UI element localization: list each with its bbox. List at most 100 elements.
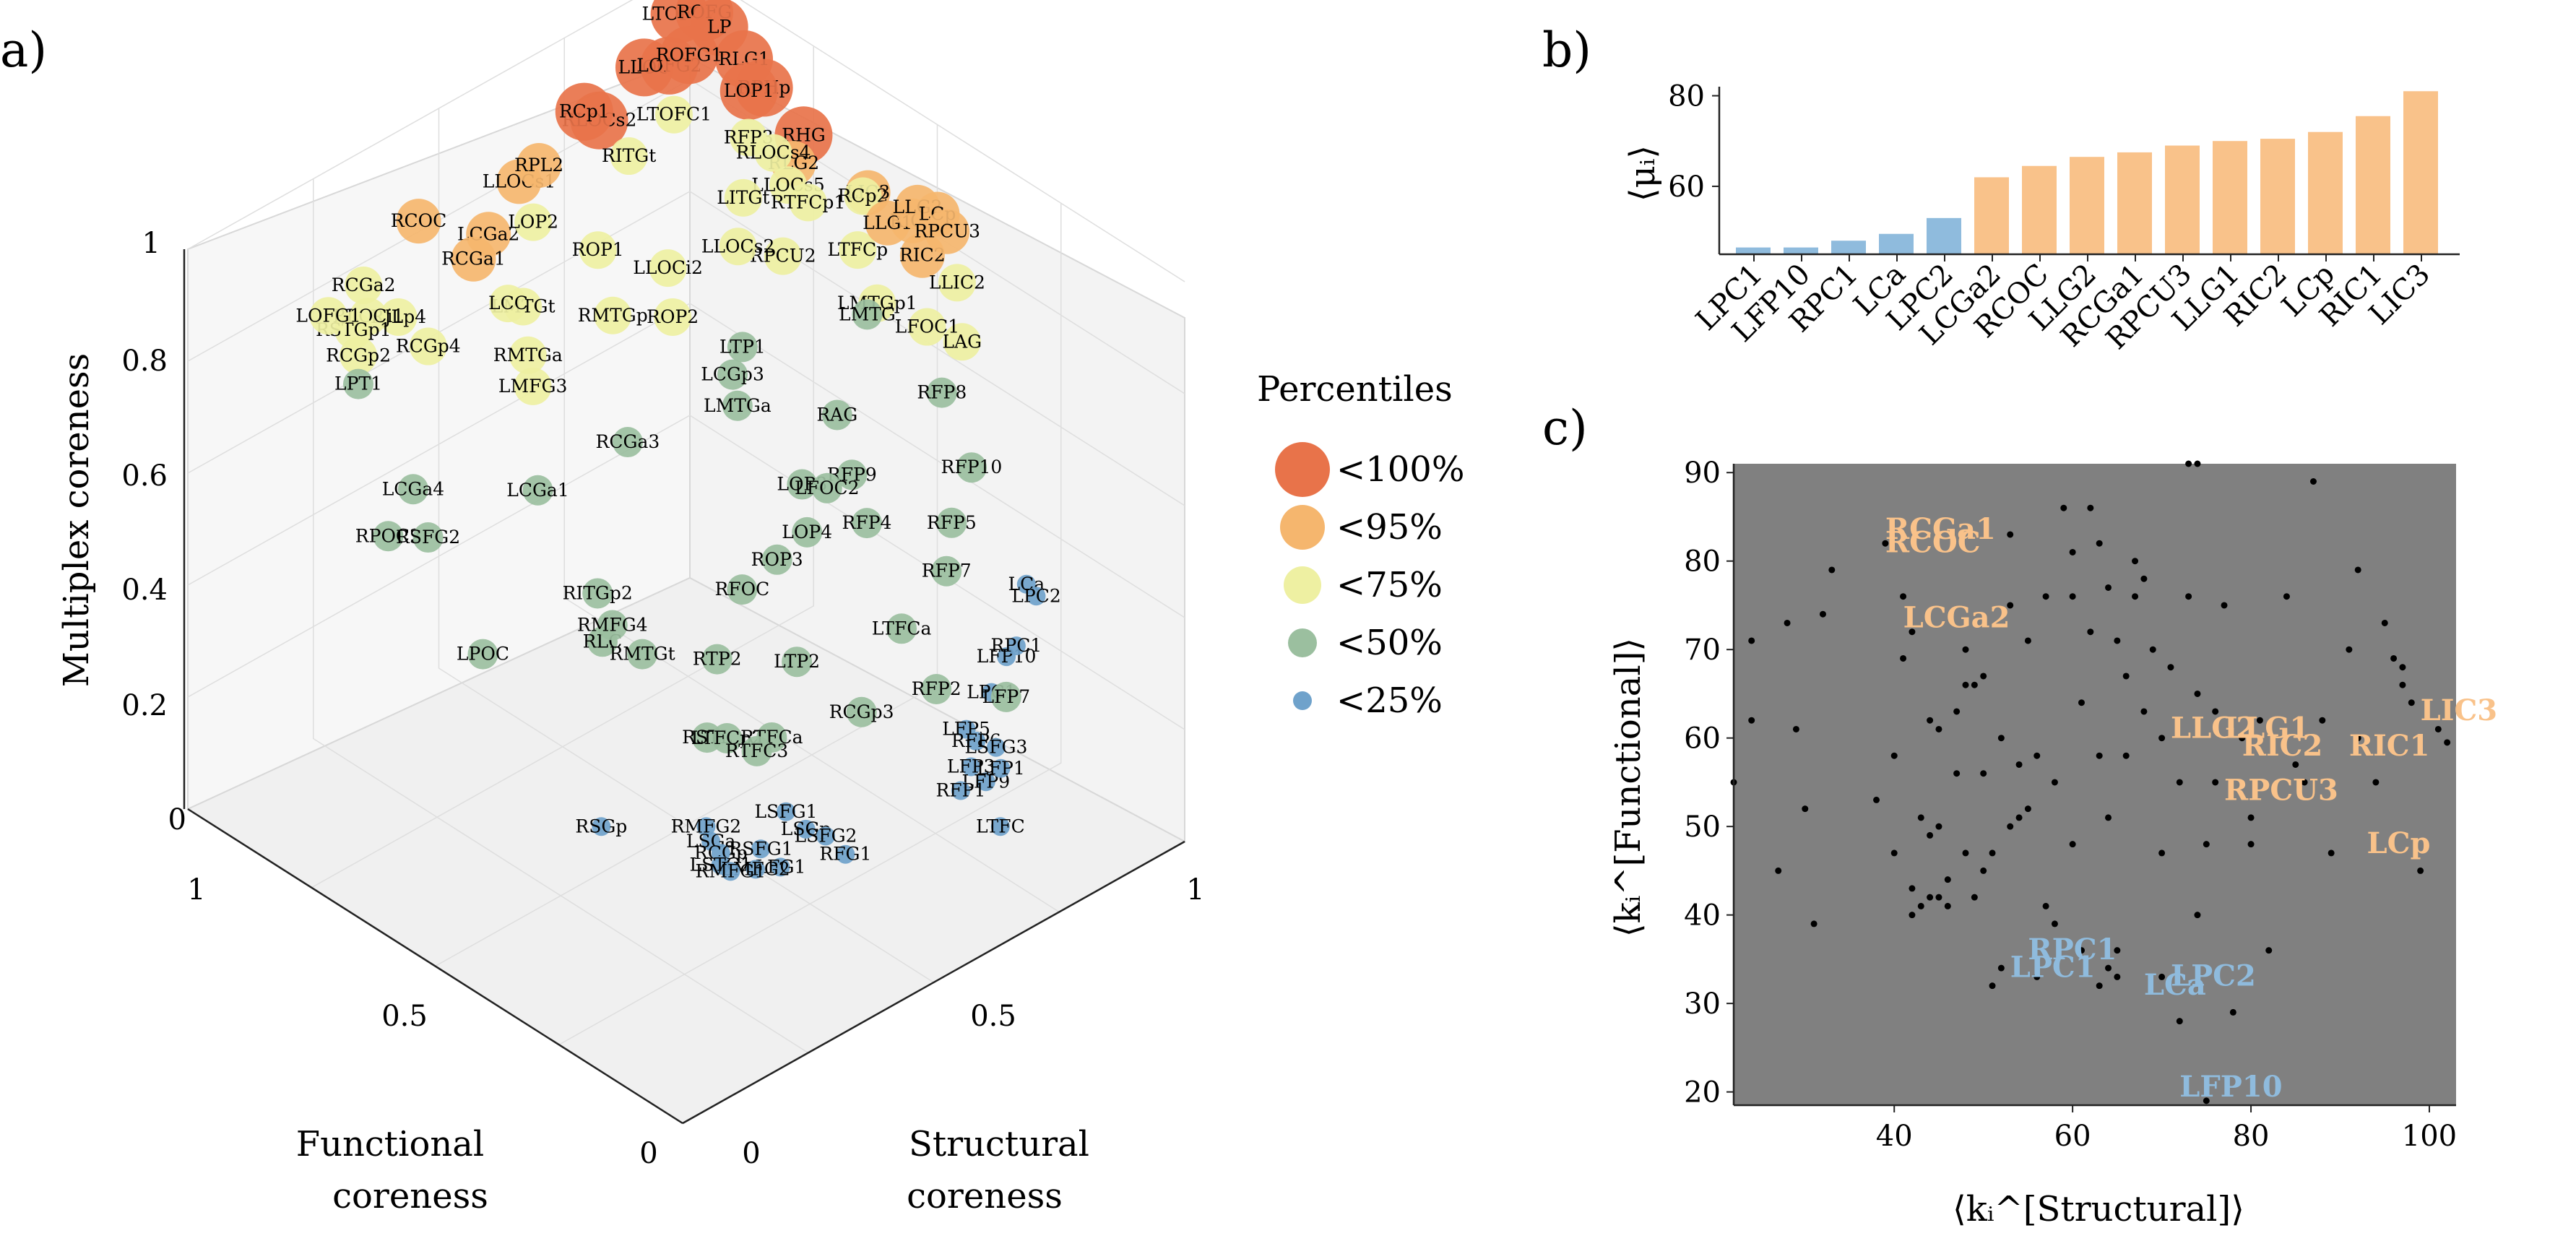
node-marker-ROP3 <box>761 544 792 575</box>
node-RMFG2: RMFG2 <box>671 816 742 836</box>
bar-RIC1 <box>2356 116 2390 254</box>
scatter-point-69 <box>2114 973 2121 980</box>
scatter-point-101 <box>2283 593 2290 600</box>
node-marker-RPCU2 <box>764 237 802 275</box>
node-label-RCGa3: RCGa3 <box>596 431 660 452</box>
scatter-point-97 <box>2247 841 2255 848</box>
scatter-point-18 <box>1909 628 1916 636</box>
bar-LLG2 <box>2070 157 2104 254</box>
node-label-LOFG1: LOFG1 <box>295 305 360 326</box>
node-LFP1: LFP1 <box>977 758 1025 779</box>
node-marker-LCC <box>489 285 527 323</box>
node-marker-RCGa1 <box>451 236 496 282</box>
node-label-LTFCa: LTFCa <box>872 618 932 639</box>
node-LOP4: LOP4 <box>782 516 832 548</box>
node-marker-LTFCp <box>839 231 877 269</box>
node-label-RLOCs4: RLOCs4 <box>736 142 811 163</box>
node-marker-RSFG1 <box>751 839 771 859</box>
scatter-point-110 <box>2372 779 2380 786</box>
scatter-point-30 <box>1962 849 1969 857</box>
functional-ticks: 1 0.5 0 <box>187 873 657 1170</box>
bar-RCGa1 <box>2117 152 2152 254</box>
scatter-label-RPC1: RPC1 <box>2028 933 2117 967</box>
scatter-point-54 <box>2051 779 2058 786</box>
node-label-RMFG4: RMFG4 <box>577 615 648 636</box>
node-RCp1: RCp1 <box>555 82 613 141</box>
node-label-LOP1: LOP1 <box>724 80 774 101</box>
node-marker-RCOC <box>396 199 441 244</box>
node-marker-RFP7 <box>931 555 962 587</box>
node-marker-RPOC2 <box>373 521 404 552</box>
node-label-LSFG1: LSFG1 <box>755 801 818 822</box>
node-label-RCGp2: RCGp2 <box>326 345 391 366</box>
z-tick-0.8: 0.8 <box>121 345 168 378</box>
bar-LLG1 <box>2213 141 2247 254</box>
scatter-point-38 <box>1989 982 1996 990</box>
scatter-point-46 <box>2015 761 2023 768</box>
node-marker-LPOC <box>467 639 498 670</box>
node-LLIC2: LLIC2 <box>929 264 985 302</box>
node-marker-RPL2 <box>517 143 562 188</box>
scatter-point-11 <box>1882 540 1889 547</box>
scatter-point-27 <box>1944 876 1951 883</box>
scatter-point-113 <box>2399 681 2406 688</box>
node-label-LMTG: LMTG <box>839 303 896 324</box>
node-marker-RFG1 <box>836 844 855 864</box>
node-label-LTP2: LTP2 <box>774 651 820 672</box>
node-label-LCGp3: LCGp3 <box>701 364 764 385</box>
legend: Percentiles <100% <95% <75% <50% <25% <box>1257 369 1464 721</box>
panel-c-x-title: ⟨kᵢ^[Structural]⟩ <box>1953 1189 2244 1229</box>
legend-label-2: <75% <box>1336 565 1443 605</box>
scatter-point-115 <box>2417 867 2424 874</box>
node-RFP2: RFP2 <box>912 674 961 704</box>
node-marker-RMTGt <box>627 639 658 670</box>
node-label-LSFG3: LSFG3 <box>964 737 1027 758</box>
bar-LIC3 <box>2403 91 2438 255</box>
scatter-point-39 <box>1989 849 1996 857</box>
scatter-point-62 <box>2087 628 2094 636</box>
panel-b-y-title: ⟨μᵢ⟩ <box>1622 145 1663 202</box>
scatter-label-LCGa2: LCGa2 <box>1903 601 2010 635</box>
node-marker-LOP2 <box>514 203 553 241</box>
scatter-point-41 <box>1997 735 2005 742</box>
node-label-LMTGa: LMTGa <box>704 395 771 416</box>
node-RFG1: RFG1 <box>819 844 871 865</box>
scatter-point-29 <box>1953 708 1961 715</box>
z-ticks: 1 0.8 0.6 0.4 0.2 0 <box>121 227 186 836</box>
scatter-point-37 <box>1980 673 1987 680</box>
panel-c-axes <box>1732 464 2456 1107</box>
node-marker-LITGt <box>724 178 762 217</box>
node-RITGp2: RITGp2 <box>563 578 633 609</box>
node-label-RPCU3: RPCU3 <box>914 221 980 242</box>
scatter-point-10 <box>1873 796 1880 803</box>
node-LCC: LCC <box>488 285 528 323</box>
node-label-LLIC2: LLIC2 <box>929 272 985 293</box>
node-LTFCp: LTFCp <box>827 231 888 269</box>
scatter-point-105 <box>2319 717 2326 724</box>
scatter-point-8 <box>1819 610 1826 618</box>
panel-c-plot-area <box>1734 464 2456 1105</box>
node-RTP2: RTP2 <box>693 644 742 675</box>
node-label-RMTGp: RMTGp <box>578 305 648 326</box>
node-marker-LTP2 <box>782 647 813 678</box>
node-label-RPL2: RPL2 <box>514 155 563 176</box>
legend-label-4: <25% <box>1336 680 1443 721</box>
scatter-label-LCp: LCp <box>2367 826 2431 860</box>
scatter-point-40 <box>1997 964 2005 972</box>
node-LPOC: LPOC <box>457 639 509 670</box>
node-label-LTOFC1: LTOFC1 <box>636 104 712 125</box>
node-RPOC2: RPOC2 <box>355 521 421 552</box>
panel-b-axes <box>1718 87 2460 256</box>
scatter-point-87 <box>2194 912 2201 919</box>
node-LFOC1: LFOC1 <box>895 308 959 346</box>
scatter-point-60 <box>2078 699 2085 706</box>
gridline-f-0 <box>558 203 1062 1045</box>
node-marker-LAG <box>943 323 981 361</box>
node-LMTG: LMTG <box>839 299 896 330</box>
scatter-point-89 <box>2194 460 2201 467</box>
panel-b-ytick-0: 60 <box>1668 170 1705 204</box>
node-label-RPC1: RPC1 <box>991 635 1042 656</box>
node-marker-RCGp2 <box>340 337 378 375</box>
scatter-point-103 <box>2301 779 2308 786</box>
node-LTFC: LTFC <box>976 816 1025 836</box>
